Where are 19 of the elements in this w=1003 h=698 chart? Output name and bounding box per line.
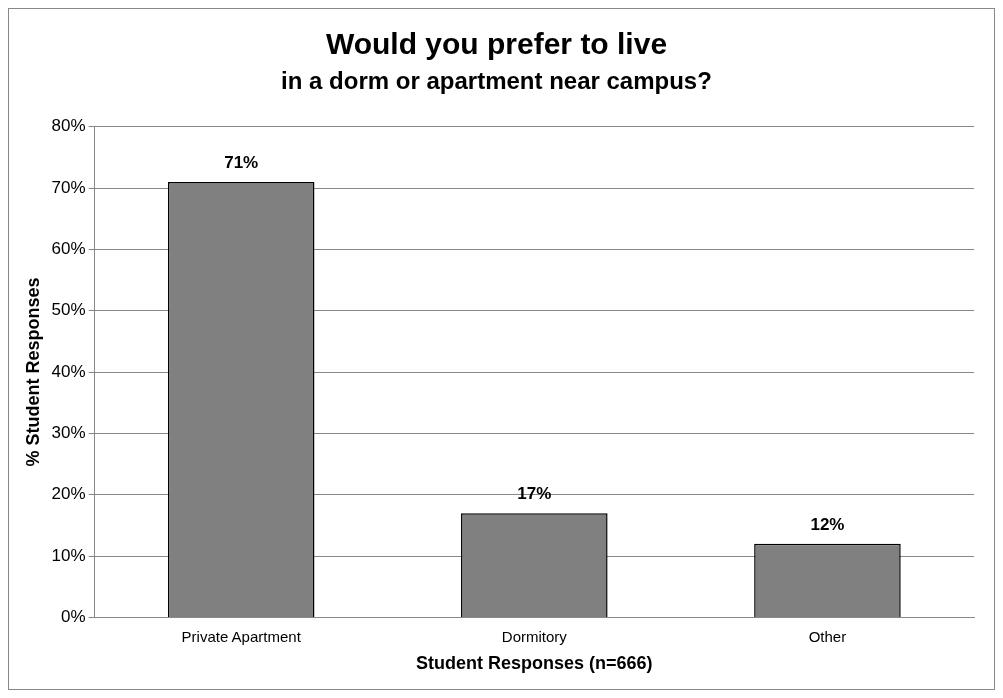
y-tick-label: 40% (51, 361, 86, 381)
y-tick-label: 50% (51, 300, 86, 320)
y-tick-label: 0% (61, 607, 86, 627)
y-tick-label: 30% (51, 423, 86, 443)
chart-title: Would you prefer to live (325, 27, 668, 61)
x-axis-title: Student Responses (n=666) (416, 653, 653, 674)
data-label: 71% (224, 153, 259, 173)
chart-subtitle: in a dorm or apartment near campus? (281, 67, 712, 95)
y-tick-label: 10% (51, 545, 86, 565)
y-tick-label: 80% (51, 116, 86, 136)
y-tick-label: 20% (51, 484, 86, 504)
x-tick-label: Other (808, 627, 847, 645)
data-label: 12% (810, 515, 845, 534)
y-tick-label: 60% (51, 239, 86, 259)
x-tick-label: Private Apartment (181, 627, 302, 645)
data-label: 17% (517, 484, 552, 504)
y-axis-title: % Student Responses (22, 277, 43, 467)
x-tick-label: Dormitory (501, 627, 568, 645)
y-tick-label: 70% (51, 177, 86, 197)
